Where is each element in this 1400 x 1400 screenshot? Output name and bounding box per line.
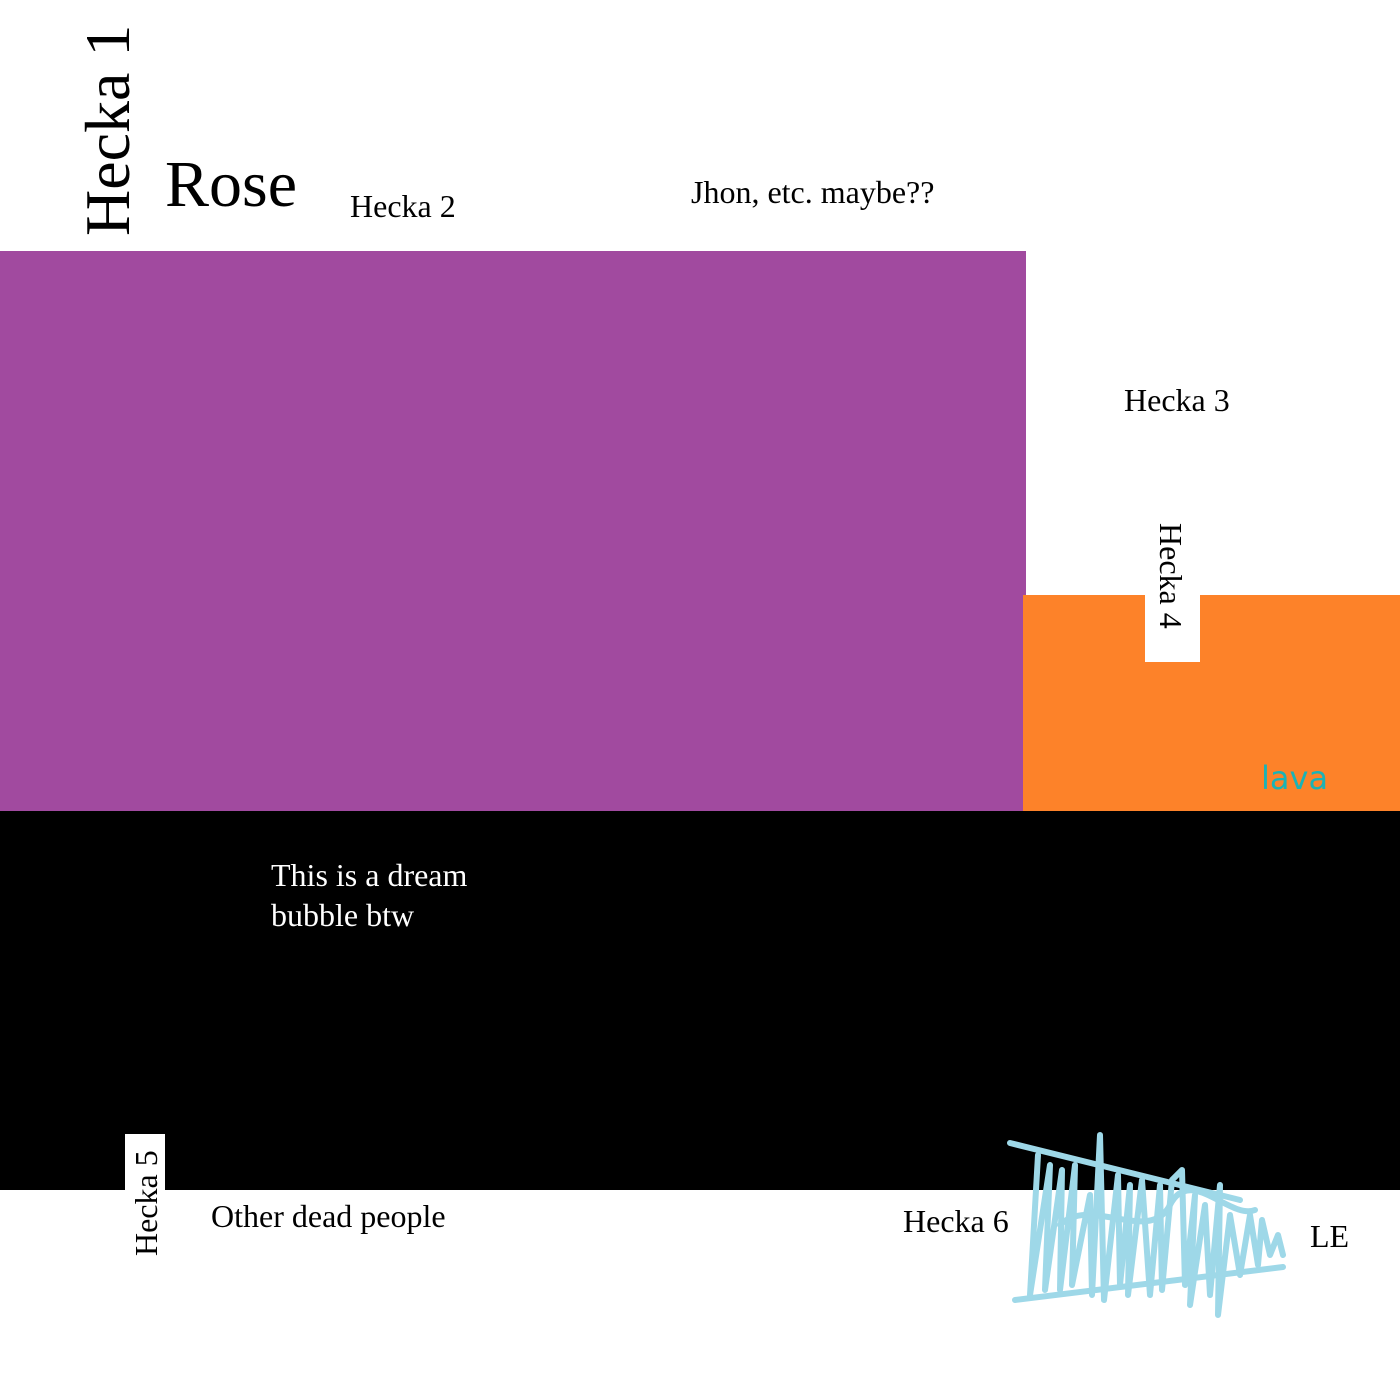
hecka-4-label: Hecka 4 [1153, 523, 1189, 629]
hecka-3-label: Hecka 3 [1124, 382, 1230, 418]
lava-label: lava [1261, 759, 1329, 797]
scribble-zigzag [1027, 1132, 1286, 1318]
hecka-1-label: Hecka 1 [72, 24, 143, 236]
hecka-6-label: Hecka 6 [903, 1203, 1009, 1239]
rose-label: Rose [165, 148, 297, 221]
hecka-5-label: Hecka 5 [128, 1150, 164, 1256]
le-label: LE [1310, 1218, 1350, 1254]
hecka-4-tag: Hecka 4 [1145, 523, 1200, 662]
other-dead-people-label: Other dead people [211, 1198, 446, 1234]
jhon-label: Jhon, etc. maybe?? [691, 174, 935, 210]
hecka-2-label: Hecka 2 [350, 188, 456, 224]
scribble-loop [1057, 1187, 1258, 1228]
purple-region [0, 251, 1026, 811]
signature-scribble-icon [1007, 1132, 1286, 1318]
orange-region [1023, 595, 1400, 811]
black-region [0, 811, 1400, 1190]
hecka-5-tag: Hecka 5 [125, 1134, 165, 1256]
dream-bubble-label: This is a dream bubble btw [271, 857, 468, 933]
